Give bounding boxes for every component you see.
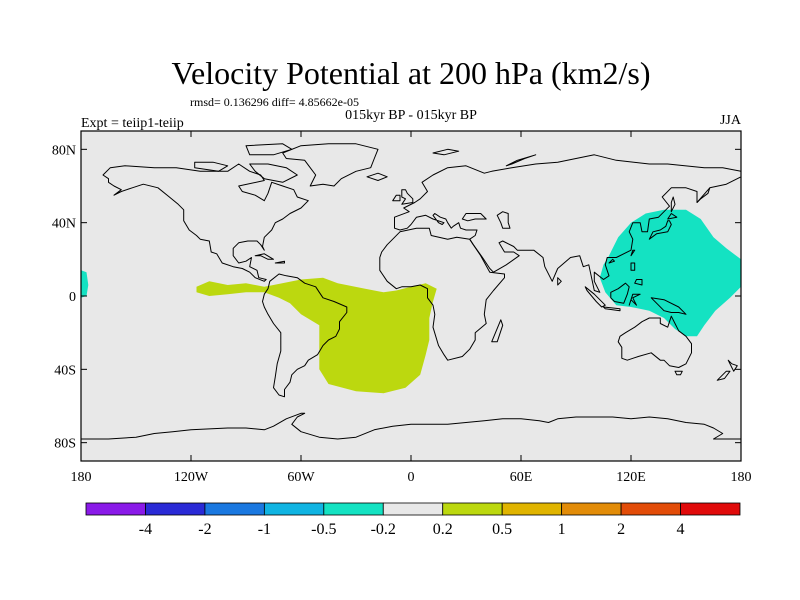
coastline-great-britain	[401, 189, 414, 205]
negative-anomaly-west-pacific	[599, 209, 741, 337]
anomaly-shading	[81, 209, 741, 394]
lat-tick-label: 0	[69, 290, 76, 305]
colorbar-swatch	[501, 502, 563, 516]
colorbar-swatch	[680, 502, 741, 516]
subtitle-right: JJA	[720, 113, 742, 128]
coastline-new-zealand-south	[716, 370, 731, 381]
map-axis-ticks: 180 120W 60W 0 60E 120E 180 80N 40N 0 40S 80S	[52, 131, 752, 485]
coastline-sumatra	[584, 286, 606, 308]
lon-tick-label: 120E	[616, 470, 646, 485]
coastline-australia	[617, 315, 692, 368]
colorbar-label: -2	[198, 521, 211, 538]
coastline-black-sea	[461, 213, 487, 222]
coastline-sulawesi	[628, 293, 641, 306]
lon-tick-label: 60E	[510, 470, 533, 485]
coastline-antarctica-coast	[81, 412, 741, 440]
lat-tick-label: 80N	[52, 143, 76, 158]
coastline-japan	[648, 220, 672, 240]
colorbar-swatch	[204, 502, 265, 516]
lon-tick-label: 180	[71, 470, 92, 485]
coastline-eurasia	[394, 154, 741, 293]
coastline-baffin-island	[249, 163, 298, 183]
colorbar-label: 1	[558, 521, 566, 538]
coastline-novaya-zemlya	[505, 154, 537, 167]
stats-line: rmsd= 0.136296 diff= 4.85662e-05	[190, 95, 359, 109]
coastline-africa	[379, 227, 505, 361]
coastline-south-america	[262, 273, 348, 398]
coastline-hainan	[608, 258, 615, 264]
coastline-hispaniola	[274, 260, 285, 264]
coastline-ireland	[392, 194, 401, 202]
coastlines	[81, 143, 741, 440]
colorbar-swatch	[382, 502, 444, 516]
colorbar-label: 4	[677, 521, 685, 538]
subtitle-left: Expt = teiip1-teiip	[81, 116, 184, 131]
colorbar-swatch	[323, 502, 384, 516]
coastline-cuba	[254, 253, 274, 260]
coastline-sakhalin	[670, 196, 676, 213]
lon-tick-label: 180	[731, 470, 752, 485]
coastline-sri-lanka	[557, 277, 562, 286]
lat-tick-label: 40S	[54, 363, 76, 378]
coastline-new-zealand-north	[727, 359, 738, 372]
colorbar-label: -0.5	[311, 521, 336, 538]
lon-tick-label: 60W	[287, 470, 315, 485]
lon-tick-label: 0	[408, 470, 415, 485]
colorbar-label: 0.5	[492, 521, 512, 538]
coastline-new-guinea	[650, 297, 687, 315]
colorbar-swatch	[442, 502, 503, 516]
colorbar-swatch	[620, 502, 681, 516]
lon-tick-label: 120W	[174, 470, 209, 485]
coastline-java	[603, 306, 621, 312]
coastline-luzon	[630, 262, 636, 271]
negative-anomaly-date-line-edge	[81, 270, 89, 298]
colorbar-swatch	[561, 502, 622, 516]
coastline-kamchatka	[696, 187, 711, 203]
coastline-victoria-island	[194, 161, 229, 172]
map-panel: 180 120W 60W 0 60E 120E 180 80N 40N 0 40S 80S	[52, 130, 752, 485]
coastline-ellesmere-island	[245, 143, 293, 156]
coastline-north-america	[102, 163, 309, 282]
colorbar-swatch	[85, 502, 146, 516]
coastline-madagascar	[491, 319, 504, 343]
lat-tick-label: 40N	[52, 217, 76, 232]
coastline-hokkaido	[667, 213, 678, 220]
coastline-borneo	[610, 282, 630, 304]
colorbar-label: 2	[617, 521, 625, 538]
coastline-caspian-sea	[496, 211, 511, 229]
positive-anomaly-atlantic	[196, 277, 437, 394]
lat-tick-label: 80S	[54, 437, 76, 452]
subtitle-center: 015kyr BP - 015kyr BP	[345, 108, 477, 123]
coastline-greenland	[282, 143, 379, 187]
coastline-svalbard	[432, 148, 460, 156]
coastline-iceland	[366, 172, 388, 181]
colorbar-label: -4	[139, 521, 152, 538]
colorbar-swatch	[145, 502, 206, 516]
colorbar-label: -0.2	[371, 521, 396, 538]
map-title: Velocity Potential at 200 hPa (km2/s)	[171, 55, 650, 91]
coastline-tasmania	[674, 370, 683, 376]
colorbar-swatch	[263, 502, 325, 516]
coastline-taiwan	[630, 249, 636, 257]
colorbar-label: -1	[258, 521, 271, 538]
colorbar-label: 0.2	[433, 521, 453, 538]
colorbar: -4 -2 -1 -0.5 -0.2 0.2 0.5 1 2 4	[85, 502, 741, 538]
coastline-mindanao	[634, 279, 643, 286]
